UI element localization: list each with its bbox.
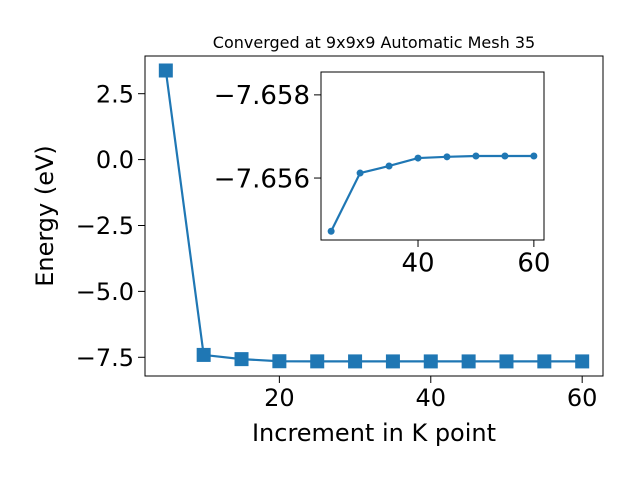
y-tick-label: −7.658 bbox=[214, 81, 310, 111]
data-point bbox=[327, 227, 335, 235]
data-point bbox=[443, 153, 451, 161]
data-line bbox=[330, 154, 534, 232]
data-point bbox=[414, 154, 422, 162]
data-point bbox=[423, 354, 438, 369]
y-tick-label: −7.5 bbox=[76, 344, 134, 372]
data-point bbox=[461, 354, 476, 369]
y-tick-label: −5.0 bbox=[76, 278, 134, 306]
data-point bbox=[385, 162, 393, 170]
data-point bbox=[575, 354, 590, 369]
data-point bbox=[499, 354, 514, 369]
x-tick-label: 40 bbox=[416, 384, 447, 412]
data-point bbox=[158, 63, 173, 78]
y-tick-label: −2.5 bbox=[76, 212, 134, 240]
y-tick-label: 2.5 bbox=[96, 80, 134, 108]
y-tick-label: −7.656 bbox=[214, 164, 310, 194]
data-point bbox=[501, 152, 509, 160]
y-tick-label: 0.0 bbox=[96, 146, 134, 174]
data-point bbox=[356, 169, 364, 177]
y-axis-label: Energy (eV) bbox=[31, 145, 59, 287]
data-point bbox=[537, 354, 552, 369]
data-point bbox=[385, 354, 400, 369]
data-point bbox=[196, 347, 211, 362]
x-tick-label: 60 bbox=[517, 249, 550, 279]
data-point bbox=[234, 352, 249, 367]
data-point bbox=[310, 354, 325, 369]
x-tick-label: 40 bbox=[401, 249, 434, 279]
data-point bbox=[272, 354, 287, 369]
data-point bbox=[348, 354, 363, 369]
data-point bbox=[530, 152, 538, 160]
x-tick-label: 60 bbox=[567, 384, 598, 412]
chart-title: Converged at 9x9x9 Automatic Mesh 35 bbox=[213, 33, 535, 52]
data-point bbox=[472, 152, 480, 160]
x-tick-label: 20 bbox=[264, 384, 295, 412]
x-axis-label: Increment in K point bbox=[252, 419, 496, 447]
